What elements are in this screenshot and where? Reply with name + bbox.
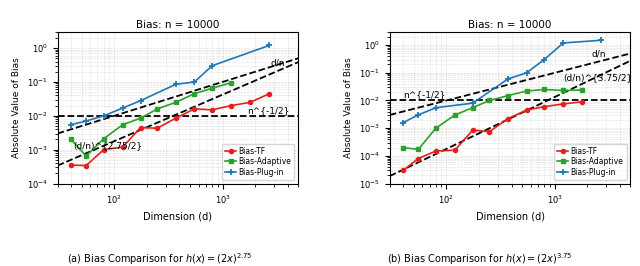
Bias-TF — [559, 102, 567, 106]
Bias-Plug-in — [598, 39, 605, 42]
Bias-Adaptive — [399, 146, 407, 149]
Bias-TF — [227, 104, 235, 107]
Bias-TF — [100, 148, 108, 151]
Bias-Adaptive — [67, 138, 75, 141]
Text: d/n: d/n — [592, 50, 606, 59]
Line: Bias-TF: Bias-TF — [69, 92, 271, 168]
Bias-TF — [469, 128, 477, 132]
Bias-Plug-in — [559, 41, 567, 44]
Line: Bias-Adaptive: Bias-Adaptive — [401, 88, 584, 152]
Bias-TF — [246, 101, 254, 104]
Bias-TF — [137, 126, 145, 129]
Bias-Plug-in — [266, 44, 273, 47]
Bias-Adaptive — [172, 101, 180, 104]
Legend: Bias-TF, Bias-Adaptive, Bias-Plug-in: Bias-TF, Bias-Adaptive, Bias-Plug-in — [554, 144, 627, 180]
Bias-Adaptive — [432, 127, 440, 130]
Bias-Adaptive — [523, 89, 531, 93]
Bias-Plug-in — [208, 64, 216, 67]
Bias-TF — [119, 146, 127, 149]
Bias-TF — [191, 107, 198, 110]
Bias-Adaptive — [83, 155, 90, 158]
Bias-Adaptive — [154, 107, 161, 110]
Text: (a) Bias Comparison for $h(x) = (2x)^{2.75}$: (a) Bias Comparison for $h(x) = (2x)^{2.… — [67, 252, 253, 266]
Bias-Plug-in — [432, 106, 440, 109]
Bias-TF — [451, 149, 459, 152]
Bias-TF — [486, 130, 493, 133]
Bias-Adaptive — [415, 148, 422, 151]
Bias-Adaptive — [504, 94, 512, 97]
Bias-Adaptive — [559, 89, 567, 92]
Bias-Adaptive — [486, 99, 493, 102]
Line: Bias-TF: Bias-TF — [401, 100, 584, 172]
Text: (d/n)^{3.75/2}: (d/n)^{3.75/2} — [563, 73, 632, 82]
Bias-Adaptive — [191, 92, 198, 95]
Bias-TF — [540, 105, 548, 108]
Line: Bias-Adaptive: Bias-Adaptive — [69, 81, 233, 158]
Bias-TF — [579, 100, 586, 103]
Bias-Adaptive — [137, 117, 145, 120]
Bias-TF — [154, 127, 161, 130]
Bias-Plug-in — [119, 106, 127, 110]
Bias-Adaptive — [579, 88, 586, 92]
Bias-Plug-in — [469, 102, 477, 105]
Line: Bias-Plug-in: Bias-Plug-in — [400, 37, 605, 126]
Bias-Plug-in — [100, 114, 108, 117]
Legend: Bias-TF, Bias-Adaptive, Bias-Plug-in: Bias-TF, Bias-Adaptive, Bias-Plug-in — [221, 144, 294, 180]
Bias-Plug-in — [540, 58, 548, 61]
Bias-TF — [415, 157, 422, 160]
Text: (b) Bias Comparison for $h(x) = (2x)^{3.75}$: (b) Bias Comparison for $h(x) = (2x)^{3.… — [387, 252, 573, 266]
Bias-Adaptive — [227, 81, 235, 84]
Bias-Plug-in — [172, 83, 180, 86]
Bias-TF — [208, 108, 216, 111]
Bias-Adaptive — [208, 87, 216, 90]
Bias-Adaptive — [100, 137, 108, 140]
Bias-Adaptive — [540, 88, 548, 91]
Bias-Plug-in — [399, 121, 407, 124]
Bias-Adaptive — [469, 106, 477, 109]
Bias-Plug-in — [415, 113, 422, 117]
Y-axis label: Absolute Value of Bias: Absolute Value of Bias — [12, 57, 21, 158]
Bias-TF — [172, 117, 180, 120]
Bias-Plug-in — [83, 119, 90, 123]
Bias-TF — [67, 164, 75, 167]
Line: Bias-Plug-in: Bias-Plug-in — [68, 42, 273, 128]
Bias-TF — [523, 109, 531, 112]
Text: n^{-1/2}: n^{-1/2} — [403, 90, 445, 99]
Bias-TF — [504, 117, 512, 120]
X-axis label: Dimension (d): Dimension (d) — [143, 211, 212, 221]
Text: (d/n)^{2.75/2}: (d/n)^{2.75/2} — [74, 141, 143, 150]
Text: d/n: d/n — [271, 58, 285, 67]
Text: n^{-1/2}: n^{-1/2} — [248, 106, 290, 115]
Bias-Plug-in — [67, 123, 75, 126]
Bias-TF — [432, 149, 440, 153]
Title: Bias: n = 10000: Bias: n = 10000 — [468, 20, 552, 30]
Bias-TF — [399, 169, 407, 172]
Bias-Plug-in — [523, 71, 531, 74]
X-axis label: Dimension (d): Dimension (d) — [476, 211, 545, 221]
Bias-Plug-in — [504, 77, 512, 81]
Bias-Adaptive — [451, 113, 459, 117]
Bias-TF — [266, 92, 273, 95]
Bias-Plug-in — [191, 80, 198, 84]
Bias-TF — [83, 164, 90, 167]
Title: Bias: n = 10000: Bias: n = 10000 — [136, 20, 220, 30]
Bias-Plug-in — [137, 99, 145, 102]
Y-axis label: Absolute Value of Bias: Absolute Value of Bias — [344, 57, 353, 158]
Bias-Adaptive — [119, 123, 127, 126]
